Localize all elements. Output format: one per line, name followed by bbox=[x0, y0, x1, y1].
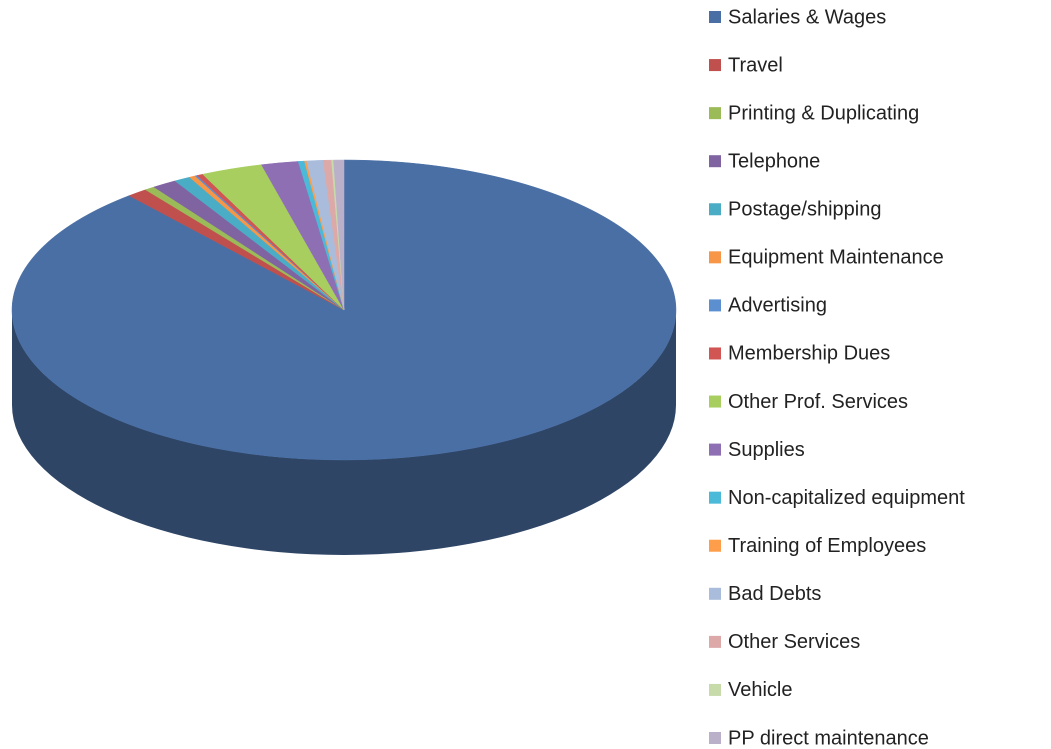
legend-swatch bbox=[709, 635, 721, 648]
legend-swatch bbox=[709, 347, 721, 360]
legend-label: Telephone bbox=[728, 150, 820, 172]
legend-swatch bbox=[709, 107, 721, 120]
legend-label: Membership Dues bbox=[728, 343, 890, 365]
legend-swatch bbox=[709, 251, 721, 264]
legend-swatch bbox=[709, 155, 721, 168]
legend-swatch bbox=[709, 59, 721, 72]
legend-label: Supplies bbox=[728, 439, 805, 461]
slice bbox=[333, 159, 345, 311]
legend-label: Non-capitalized equipment bbox=[728, 487, 965, 509]
legend-label: Salaries & Wages bbox=[728, 6, 886, 28]
legend-swatch bbox=[709, 11, 721, 23]
legend-label: Advertising bbox=[728, 295, 827, 317]
legend-label: Other Prof. Services bbox=[728, 391, 908, 413]
legend-label: Vehicle bbox=[728, 679, 793, 701]
legend-swatch bbox=[709, 299, 721, 312]
legend-label: Other Services bbox=[728, 631, 860, 653]
slice-side bbox=[12, 310, 676, 555]
legend-label: Training of Employees bbox=[728, 535, 926, 557]
legend-swatch bbox=[709, 491, 721, 504]
legend-swatch bbox=[709, 539, 721, 552]
legend-swatch bbox=[709, 203, 721, 216]
legend-label: PP direct maintenance bbox=[728, 727, 929, 749]
legend-label: Equipment Maintenance bbox=[728, 247, 944, 269]
legend-swatch bbox=[709, 683, 721, 696]
legend-label: Travel bbox=[728, 54, 783, 76]
legend-label: Postage/shipping bbox=[728, 199, 881, 221]
legend-swatch bbox=[709, 732, 721, 744]
legend-swatch bbox=[709, 443, 721, 456]
legend-swatch bbox=[709, 395, 721, 408]
legend-label: Printing & Duplicating bbox=[728, 102, 919, 124]
legend-swatch bbox=[709, 587, 721, 600]
legend-label: Bad Debts bbox=[728, 583, 821, 605]
